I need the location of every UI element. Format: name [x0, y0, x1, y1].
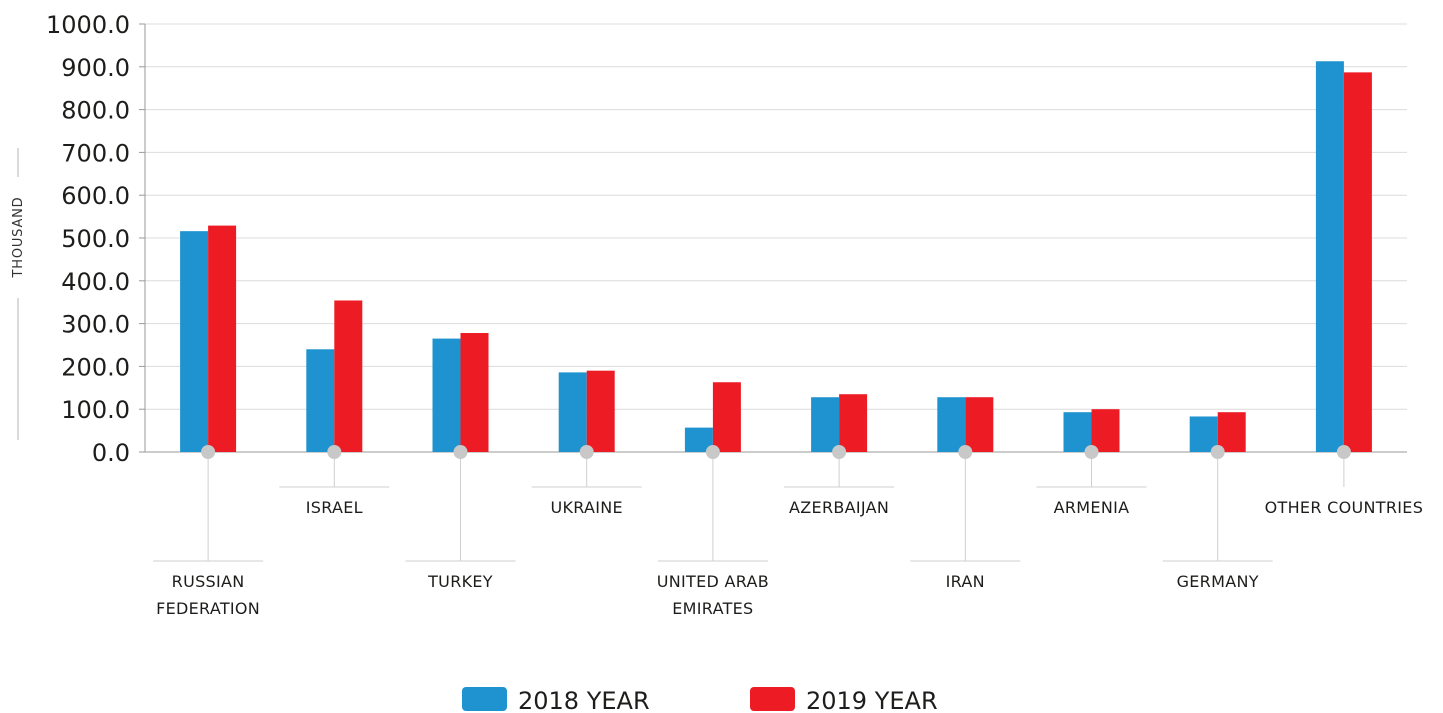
- x-category-label: ARMENIA: [1054, 498, 1130, 517]
- legend-swatch-2018: [462, 687, 507, 711]
- legend-swatch-2019: [750, 687, 795, 711]
- y-axis-label: THOUSAND: [11, 197, 26, 279]
- category-marker-dot: [705, 445, 720, 459]
- y-tick-label: 900.0: [61, 54, 130, 82]
- category-marker-dot: [327, 445, 342, 459]
- y-axis-ticks: 0.0 100.0 200.0 300.0 400.0 500.0 600.0 700.0 80…: [46, 11, 146, 467]
- category-marker-dot: [579, 445, 594, 459]
- bar-2018: [1189, 416, 1218, 452]
- bar-2019: [1217, 412, 1246, 452]
- category-marker-dot: [201, 445, 216, 459]
- x-category-label: AZERBAIJAN: [789, 498, 889, 517]
- legend-label: 2019 YEAR: [806, 687, 938, 713]
- bar-2018: [558, 372, 587, 452]
- bar-2018: [306, 349, 335, 452]
- category-marker-dot: [1210, 445, 1225, 459]
- bar-2018: [180, 231, 209, 452]
- y-tick-label: 0.0: [92, 439, 130, 467]
- y-tick-label: 700.0: [61, 139, 130, 167]
- bar-2018: [937, 397, 966, 452]
- bars: [180, 61, 1372, 453]
- y-tick-label: 800.0: [61, 97, 130, 125]
- x-category-label: TURKEY: [427, 572, 493, 591]
- bar-2019: [208, 225, 237, 452]
- bar-2019: [1343, 72, 1372, 452]
- bar-2018: [1315, 61, 1344, 453]
- category-marker-dot: [832, 445, 847, 459]
- y-tick-label: 400.0: [61, 268, 130, 296]
- bar-2019: [965, 397, 994, 452]
- bar-2019: [460, 333, 489, 452]
- bar-2019: [334, 300, 363, 452]
- y-tick-label: 500.0: [61, 225, 130, 253]
- x-category-label: ISRAEL: [306, 498, 363, 517]
- x-category-label: UKRAINE: [550, 498, 623, 517]
- bar-2018: [811, 397, 840, 452]
- x-category-label: OTHER COUNTRIES: [1265, 498, 1424, 517]
- x-axis-categories: RUSSIAN FEDERATION ISRAEL TURKEY UKRAINE UNIT…: [156, 498, 1423, 618]
- bar-2019: [586, 370, 615, 452]
- x-category-label: RUSSIAN: [172, 572, 245, 591]
- bar-2019: [839, 394, 868, 452]
- x-category-label: IRAN: [946, 572, 985, 591]
- legend: 2018 YEAR 2019 YEAR: [462, 687, 938, 713]
- category-marker-dot: [1336, 445, 1351, 459]
- y-tick-label: 600.0: [61, 182, 130, 210]
- x-category-label: UNITED ARAB: [657, 572, 769, 591]
- y-tick-label: 1000.0: [46, 11, 130, 39]
- bar-2018: [432, 338, 461, 452]
- x-category-label: EMIRATES: [672, 599, 753, 618]
- y-tick-label: 100.0: [61, 396, 130, 424]
- y-tick-label: 300.0: [61, 311, 130, 339]
- x-category-label: GERMANY: [1177, 572, 1259, 591]
- bar-2019: [712, 382, 741, 452]
- category-marker-dot: [1084, 445, 1099, 459]
- bar-2018: [1063, 412, 1092, 452]
- y-tick-label: 200.0: [61, 353, 130, 381]
- bar-2019: [1091, 409, 1120, 452]
- category-connectors: [153, 445, 1351, 562]
- category-marker-dot: [958, 445, 973, 459]
- legend-label: 2018 YEAR: [518, 687, 650, 713]
- category-marker-dot: [453, 445, 468, 459]
- x-category-label: FEDERATION: [156, 599, 260, 618]
- y-axis-label-group: THOUSAND: [11, 148, 26, 440]
